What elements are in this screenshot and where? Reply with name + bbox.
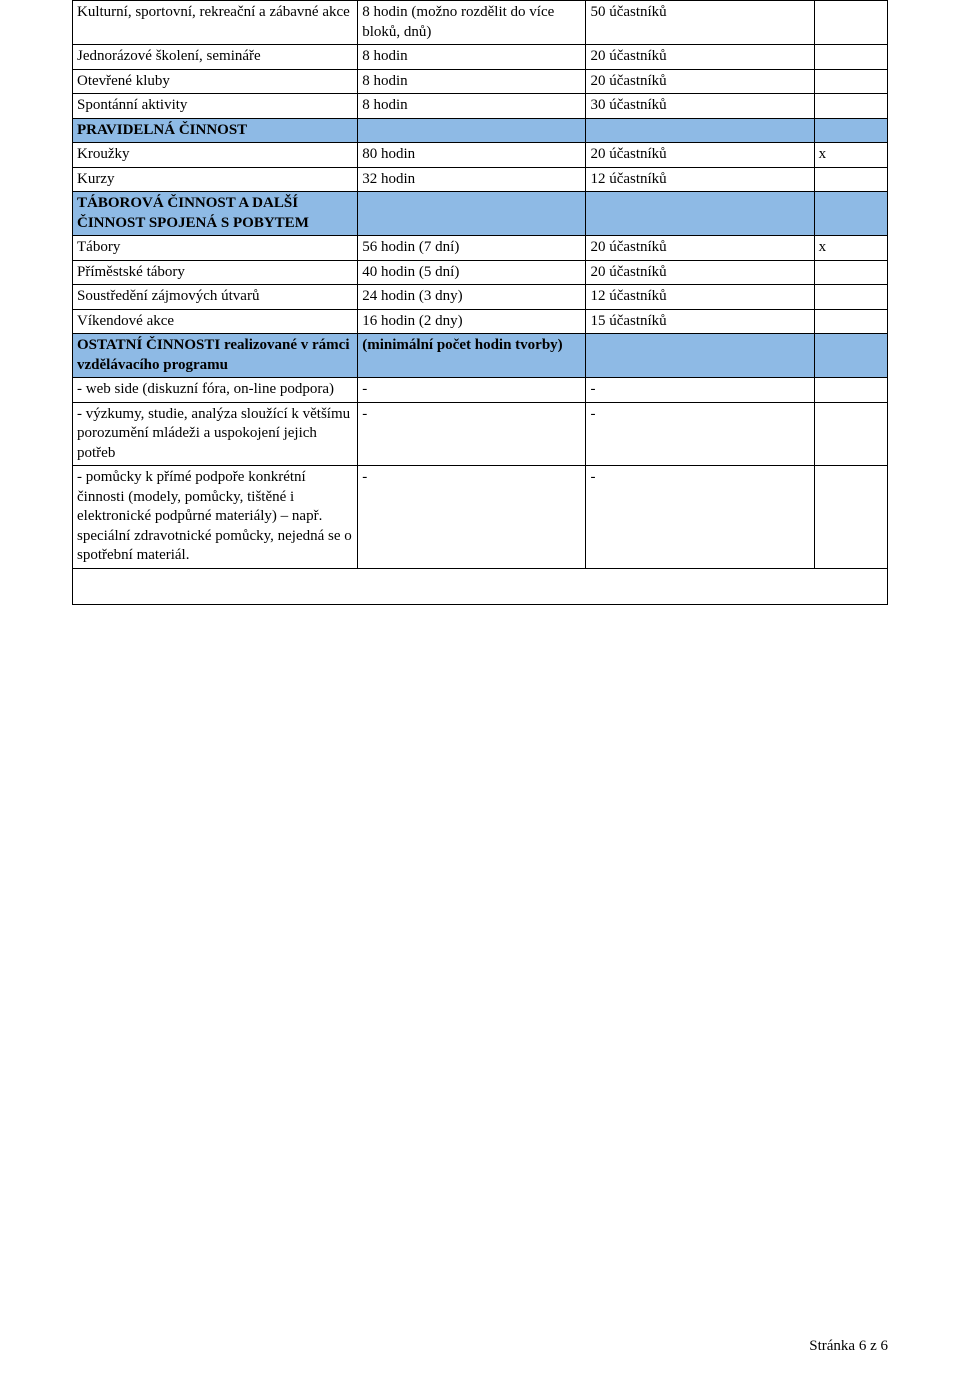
section-header-row: TÁBOROVÁ ČINNOST A DALŠÍ ČINNOST SPOJENÁ… [73, 192, 888, 236]
cell [814, 192, 887, 236]
cell: 8 hodin (možno rozdělit do více bloků, d… [358, 1, 586, 45]
main-table: Kulturní, sportovní, rekreační a zábavné… [72, 0, 888, 605]
cell [814, 45, 887, 70]
cell: x [814, 143, 887, 168]
cell [814, 334, 887, 378]
cell [814, 378, 887, 403]
cell [814, 167, 887, 192]
table-row: Otevřené kluby 8 hodin 20 účastníků [73, 69, 888, 94]
cell: Příměstské tábory [73, 260, 358, 285]
page-footer: Stránka 6 z 6 [809, 1338, 888, 1355]
cell: Víkendové akce [73, 309, 358, 334]
cell [358, 118, 586, 143]
cell: 8 hodin [358, 45, 586, 70]
section-header-row: PRAVIDELNÁ ČINNOST [73, 118, 888, 143]
cell [814, 260, 887, 285]
cell: - web side (diskuzní fóra, on-line podpo… [73, 378, 358, 403]
table-spacer-row [73, 568, 888, 604]
cell: - [586, 466, 814, 569]
cell [814, 309, 887, 334]
cell: 16 hodin (2 dny) [358, 309, 586, 334]
table-row: Kurzy 32 hodin 12 účastníků [73, 167, 888, 192]
cell: 20 účastníků [586, 260, 814, 285]
cell [814, 118, 887, 143]
cell: Spontánní aktivity [73, 94, 358, 119]
section-label: PRAVIDELNÁ ČINNOST [73, 118, 358, 143]
cell [814, 69, 887, 94]
section-label: TÁBOROVÁ ČINNOST A DALŠÍ ČINNOST SPOJENÁ… [73, 192, 358, 236]
cell: 20 účastníků [586, 69, 814, 94]
cell: 20 účastníků [586, 143, 814, 168]
cell: 80 hodin [358, 143, 586, 168]
cell: 20 účastníků [586, 45, 814, 70]
cell: 20 účastníků [586, 236, 814, 261]
cell [814, 94, 887, 119]
table-row: - web side (diskuzní fóra, on-line podpo… [73, 378, 888, 403]
cell: Soustředění zájmových útvarů [73, 285, 358, 310]
table-row: Soustředění zájmových útvarů 24 hodin (3… [73, 285, 888, 310]
cell: - výzkumy, studie, analýza sloužící k vě… [73, 402, 358, 466]
cell: 12 účastníků [586, 167, 814, 192]
cell [814, 466, 887, 569]
cell: Tábory [73, 236, 358, 261]
cell: Jednorázové školení, semináře [73, 45, 358, 70]
table-row: Kroužky 80 hodin 20 účastníků x [73, 143, 888, 168]
cell: 24 hodin (3 dny) [358, 285, 586, 310]
cell: 15 účastníků [586, 309, 814, 334]
table-row: - pomůcky k přímé podpoře konkrétní činn… [73, 466, 888, 569]
cell [358, 192, 586, 236]
cell [814, 1, 887, 45]
table-row: Tábory 56 hodin (7 dní) 20 účastníků x [73, 236, 888, 261]
cell: - [586, 378, 814, 403]
cell: - [358, 378, 586, 403]
cell: 50 účastníků [586, 1, 814, 45]
table-row: - výzkumy, studie, analýza sloužící k vě… [73, 402, 888, 466]
cell: 40 hodin (5 dní) [358, 260, 586, 285]
cell [814, 402, 887, 466]
cell: (minimální počet hodin tvorby) [358, 334, 586, 378]
cell: Kroužky [73, 143, 358, 168]
table-row: Jednorázové školení, semináře 8 hodin 20… [73, 45, 888, 70]
cell: - pomůcky k přímé podpoře konkrétní činn… [73, 466, 358, 569]
cell: 12 účastníků [586, 285, 814, 310]
cell: 30 účastníků [586, 94, 814, 119]
cell: - [358, 466, 586, 569]
section-label: OSTATNÍ ČINNOSTI realizované v rámci vzd… [73, 334, 358, 378]
cell: 8 hodin [358, 94, 586, 119]
table-row: Příměstské tábory 40 hodin (5 dní) 20 úč… [73, 260, 888, 285]
table-row: Kulturní, sportovní, rekreační a zábavné… [73, 1, 888, 45]
cell [586, 192, 814, 236]
cell [586, 334, 814, 378]
cell: x [814, 236, 887, 261]
cell [586, 118, 814, 143]
cell: 32 hodin [358, 167, 586, 192]
cell: 56 hodin (7 dní) [358, 236, 586, 261]
section-header-row: OSTATNÍ ČINNOSTI realizované v rámci vzd… [73, 334, 888, 378]
cell: Otevřené kluby [73, 69, 358, 94]
cell [814, 285, 887, 310]
cell: 8 hodin [358, 69, 586, 94]
cell: Kulturní, sportovní, rekreační a zábavné… [73, 1, 358, 45]
table-row: Spontánní aktivity 8 hodin 30 účastníků [73, 94, 888, 119]
cell: - [586, 402, 814, 466]
cell [73, 568, 888, 604]
cell: - [358, 402, 586, 466]
cell: Kurzy [73, 167, 358, 192]
table-row: Víkendové akce 16 hodin (2 dny) 15 účast… [73, 309, 888, 334]
